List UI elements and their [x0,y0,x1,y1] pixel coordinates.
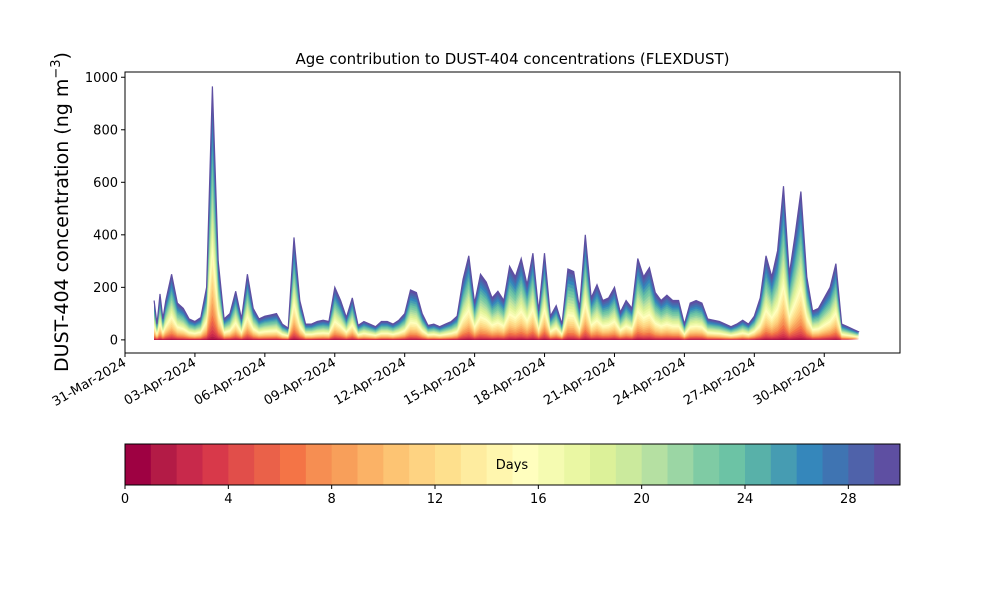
x-tick-label: 18-Apr-2024 [471,355,548,408]
colorbar-cell [512,444,539,485]
colorbar-tick-label: 20 [633,492,650,507]
colorbar-cell [460,444,488,485]
colorbar-tick-label: 8 [328,492,336,507]
colorbar-cell [486,444,513,485]
colorbar-cell [228,444,255,485]
colorbar-tick-label: 16 [530,492,547,507]
colorbar-cell [409,444,436,485]
colorbar-cell [667,444,694,485]
age-layer-0-days [154,338,860,340]
colorbar-cell [745,444,772,485]
colorbar-cell [383,444,410,485]
x-axis: 31-Mar-202403-Apr-202406-Apr-202409-Apr-… [50,353,828,410]
colorbar-cell [331,444,358,485]
age-contribution-areas [153,86,860,340]
colorbar-frame [124,443,901,486]
colorbar-cell [590,444,617,485]
colorbar-cell [564,444,591,485]
x-tick-label: 03-Apr-2024 [122,355,199,408]
x-tick-label: 06-Apr-2024 [192,355,269,408]
x-tick-label: 09-Apr-2024 [262,355,339,408]
y-axis-label-main: DUST-404 concentration (ng m [51,79,73,372]
colorbar-cell [796,444,823,485]
y-tick-label: 0 [110,333,118,348]
x-tick-label: 27-Apr-2024 [681,355,758,408]
colorbar-cell [770,444,798,485]
plot-frame [124,71,901,354]
plot-area [124,71,901,354]
x-tick-label: 30-Apr-2024 [751,355,828,408]
colorbar-tick-label: 24 [737,492,754,507]
colorbar-cell [280,444,307,485]
colorbar-cell [435,444,462,485]
x-tick-label: 15-Apr-2024 [402,355,479,408]
colorbar-tick-label: 0 [121,492,129,507]
colorbar-label: Days [496,458,529,473]
colorbar-cell [254,444,281,485]
x-tick-label: 12-Apr-2024 [332,355,409,408]
colorbar-tick-label: 28 [840,492,857,507]
colorbar-cell [202,444,229,485]
y-tick-label: 1000 [85,71,118,86]
colorbar-cell [125,444,152,485]
colorbar-tick-label: 12 [427,492,444,507]
y-tick-label: 400 [93,228,118,243]
colorbar-cell [615,444,643,485]
y-axis-label: DUST-404 concentration (ng m−3) [49,52,73,372]
colorbar-cell [719,444,746,485]
colorbar-ticks: 0 4 8 12 16 20 24 28 [121,485,857,507]
colorbar-cell [641,444,668,485]
colorbar-cell [874,444,901,485]
chart-title: Age contribution to DUST-404 concentrati… [295,50,729,68]
y-tick-label: 800 [93,123,118,138]
x-tick-label: 24-Apr-2024 [611,355,688,408]
colorbar-cell [538,444,565,485]
colorbar-tick-label: 4 [224,492,232,507]
y-tick-label: 200 [93,281,118,296]
colorbar-cell [822,444,849,485]
colorbar-cells [125,444,901,485]
colorbar-cell [150,444,178,485]
colorbar: Days 0 4 8 12 16 20 24 28 [121,443,901,507]
y-axis-label-close: ) [51,52,73,59]
colorbar-cell [357,444,384,485]
total-concentration-line [153,86,860,333]
colorbar-cell [693,444,720,485]
colorbar-cell [305,444,333,485]
colorbar-cell [176,444,203,485]
colorbar-cell [848,444,875,485]
y-tick-label: 600 [93,176,118,191]
y-axis: 0 200 400 600 800 1000 [85,71,125,348]
y-axis-label-superscript: −3 [49,59,64,78]
x-tick-label: 21-Apr-2024 [541,355,618,408]
